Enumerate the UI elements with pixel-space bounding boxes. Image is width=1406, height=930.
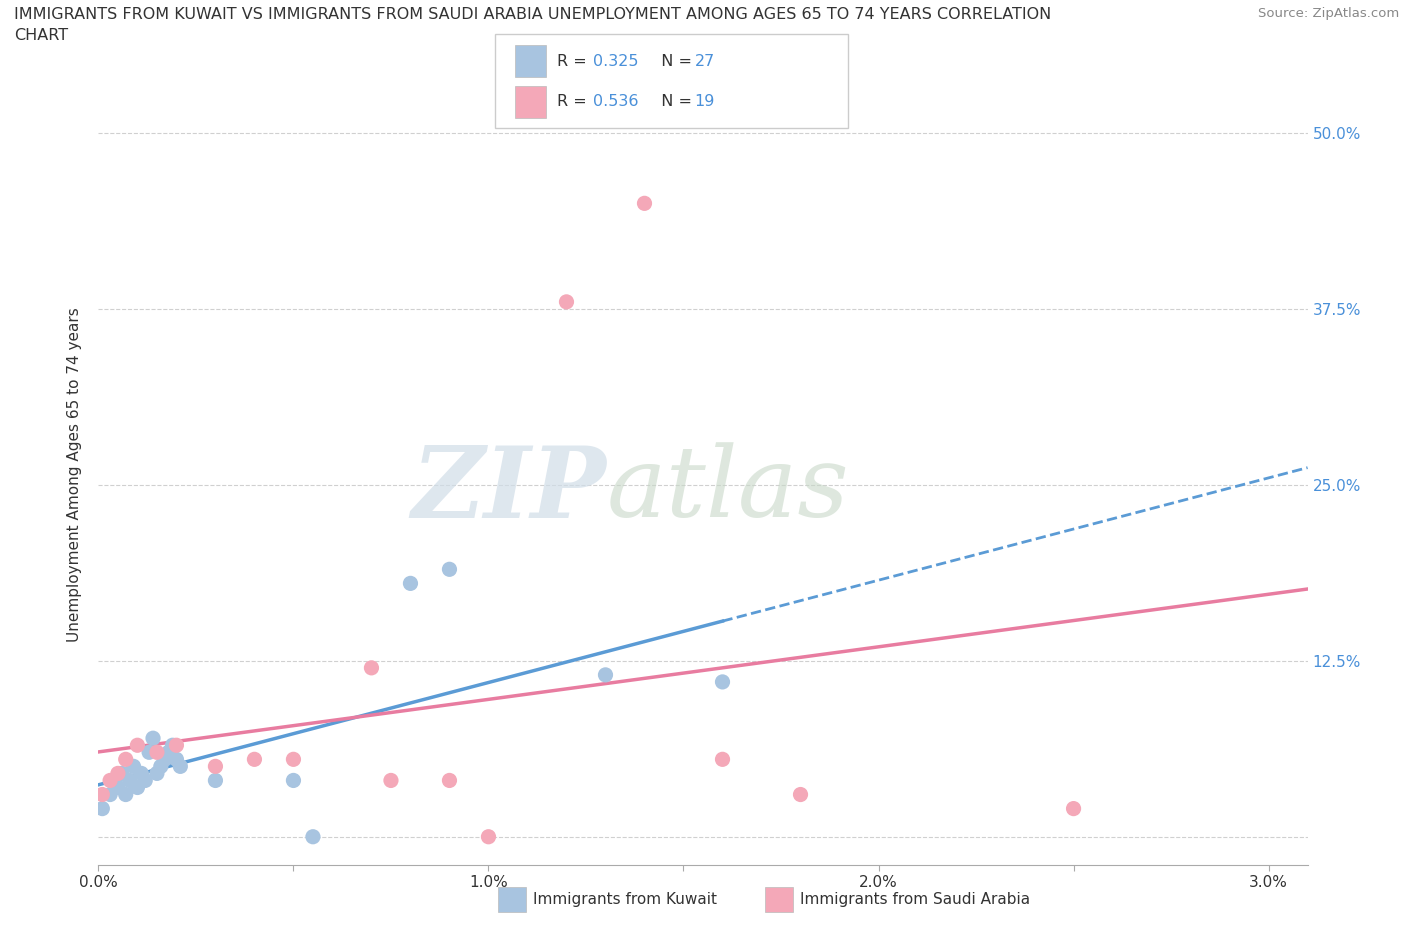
Point: [477, 830, 499, 844]
Text: Immigrants from Saudi Arabia: Immigrants from Saudi Arabia: [800, 892, 1031, 908]
Text: 0.325: 0.325: [593, 54, 638, 69]
Point: [127, 737, 149, 752]
Text: N =: N =: [651, 94, 697, 109]
Text: 0.536: 0.536: [593, 94, 638, 109]
Text: IMMIGRANTS FROM KUWAIT VS IMMIGRANTS FROM SAUDI ARABIA UNEMPLOYMENT AMONG AGES 6: IMMIGRANTS FROM KUWAIT VS IMMIGRANTS FRO…: [14, 7, 1052, 22]
Point: [91, 801, 114, 816]
Point: [711, 751, 734, 766]
Point: [131, 766, 153, 781]
Text: 19: 19: [695, 94, 714, 109]
Point: [107, 780, 129, 795]
Point: [153, 751, 176, 766]
Point: [114, 751, 136, 766]
Point: [98, 773, 121, 788]
Point: [149, 759, 172, 774]
Text: Immigrants from Kuwait: Immigrants from Kuwait: [533, 892, 717, 908]
Point: [114, 787, 136, 802]
Point: [134, 773, 156, 788]
Text: ZIP: ZIP: [412, 442, 606, 538]
Point: [162, 737, 184, 752]
Point: [555, 295, 578, 310]
Point: [146, 766, 169, 781]
Point: [91, 787, 114, 802]
Point: [157, 745, 180, 760]
Point: [380, 773, 402, 788]
Point: [142, 731, 165, 746]
Point: [111, 766, 134, 781]
Text: N =: N =: [651, 54, 697, 69]
Text: R =: R =: [557, 54, 592, 69]
Point: [789, 787, 811, 802]
Text: Source: ZipAtlas.com: Source: ZipAtlas.com: [1258, 7, 1399, 20]
Point: [283, 751, 305, 766]
Point: [360, 660, 382, 675]
Point: [165, 751, 187, 766]
Point: [98, 787, 121, 802]
Point: [595, 668, 617, 683]
Point: [169, 759, 191, 774]
Point: [204, 759, 226, 774]
Point: [107, 766, 129, 781]
Point: [633, 196, 655, 211]
Point: [711, 674, 734, 689]
Point: [204, 773, 226, 788]
Point: [103, 773, 125, 788]
Point: [243, 751, 266, 766]
Point: [1063, 801, 1085, 816]
Y-axis label: Unemployment Among Ages 65 to 74 years: Unemployment Among Ages 65 to 74 years: [67, 307, 83, 642]
Text: atlas: atlas: [606, 443, 849, 538]
Point: [127, 780, 149, 795]
Point: [439, 562, 461, 577]
Point: [146, 745, 169, 760]
Text: R =: R =: [557, 94, 592, 109]
Point: [283, 773, 305, 788]
Point: [302, 830, 325, 844]
Point: [439, 773, 461, 788]
Point: [138, 745, 160, 760]
Point: [122, 759, 145, 774]
Point: [118, 773, 141, 788]
Text: CHART: CHART: [14, 28, 67, 43]
Text: 27: 27: [695, 54, 714, 69]
Point: [399, 576, 422, 591]
Point: [165, 737, 187, 752]
